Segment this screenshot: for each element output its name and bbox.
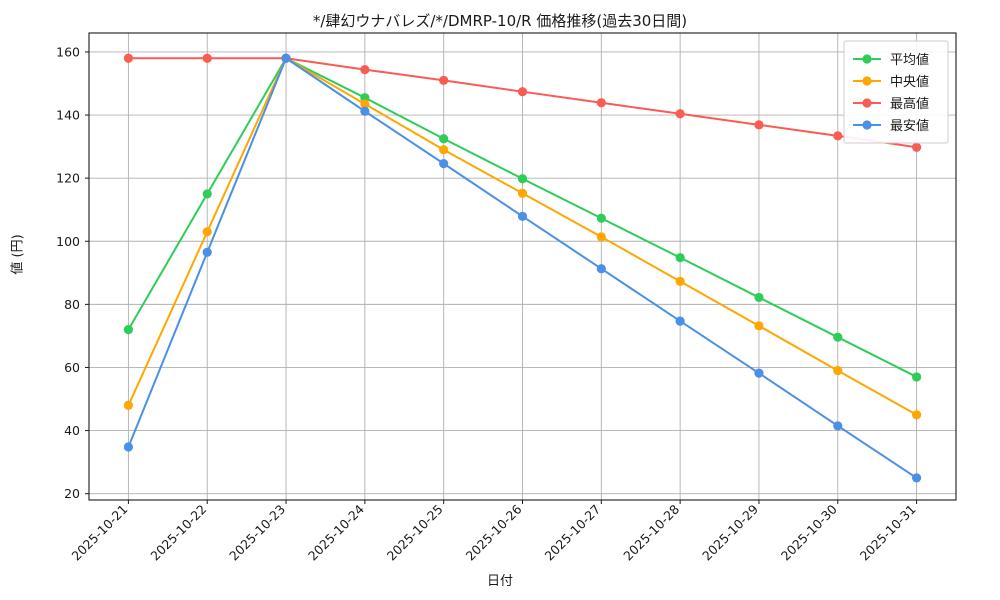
x-tick-label: 2025-10-25 <box>384 502 446 564</box>
legend-swatch-marker[interactable] <box>862 54 872 64</box>
x-tick-label: 2025-10-21 <box>69 502 131 564</box>
data-point-marker <box>675 253 685 263</box>
data-point-marker <box>596 264 606 274</box>
data-point-marker <box>911 410 922 420</box>
data-point-marker <box>754 292 764 303</box>
x-axis-label: 日付 <box>486 574 513 589</box>
legend-swatch-marker[interactable] <box>862 76 872 86</box>
x-tick-label: 2025-10-23 <box>226 502 288 564</box>
data-point-marker <box>517 211 528 221</box>
y-tick-label: 60 <box>64 360 80 375</box>
legend-label[interactable]: 中央値 <box>890 74 929 90</box>
legend-swatch-marker[interactable] <box>862 120 872 130</box>
data-point-marker <box>281 53 291 63</box>
data-point-marker <box>123 400 134 410</box>
data-point-marker <box>911 473 922 483</box>
x-tick-label: 2025-10-29 <box>699 501 761 563</box>
data-point-marker <box>202 53 212 63</box>
data-point-marker <box>439 75 449 85</box>
x-tick-label: 2025-10-24 <box>305 501 367 563</box>
data-point-marker <box>517 87 528 97</box>
data-point-marker <box>675 109 685 119</box>
data-point-marker <box>360 106 370 116</box>
data-point-marker <box>911 142 922 152</box>
data-point-marker <box>675 316 685 326</box>
data-point-marker <box>675 276 685 286</box>
data-point-marker <box>202 247 212 257</box>
data-point-marker <box>517 174 528 184</box>
data-point-marker <box>123 442 134 452</box>
data-point-marker <box>202 227 212 237</box>
data-point-marker <box>596 98 606 108</box>
y-tick-label: 120 <box>56 171 80 186</box>
data-point-marker <box>833 366 843 376</box>
data-point-marker <box>360 99 370 109</box>
data-point-marker <box>439 134 449 144</box>
y-tick-label: 80 <box>64 297 80 312</box>
data-point-marker <box>123 53 134 63</box>
data-point-marker <box>833 332 843 342</box>
x-tick-label: 2025-10-22 <box>147 502 209 564</box>
y-tick-label: 20 <box>64 486 80 501</box>
y-tick-label: 40 <box>64 423 80 438</box>
x-tick-label: 2025-10-26 <box>463 501 525 563</box>
legend-label[interactable]: 平均値 <box>890 52 929 68</box>
legend-label[interactable]: 最高値 <box>890 96 929 112</box>
data-point-marker <box>911 372 922 382</box>
data-point-marker <box>754 368 764 378</box>
y-tick-label: 100 <box>56 234 80 249</box>
data-point-marker <box>439 145 449 155</box>
data-point-marker <box>596 213 606 223</box>
data-point-marker <box>360 93 370 103</box>
data-point-marker <box>202 189 212 199</box>
legend-swatch-marker[interactable] <box>862 98 872 108</box>
x-tick-label: 2025-10-27 <box>541 502 603 564</box>
x-tick-label: 2025-10-30 <box>778 501 840 563</box>
grid-lines <box>89 33 956 500</box>
data-point-marker <box>517 188 528 198</box>
data-point-marker <box>754 321 764 331</box>
y-tick-label: 140 <box>56 108 80 123</box>
y-tick-label: 160 <box>56 44 80 59</box>
data-point-marker <box>833 421 843 431</box>
data-series <box>123 53 922 483</box>
x-tick-label: 2025-10-28 <box>620 501 682 563</box>
data-point-marker <box>833 131 843 141</box>
data-point-marker <box>360 65 370 75</box>
legend-label[interactable]: 最安値 <box>890 118 929 134</box>
data-point-marker <box>439 159 449 169</box>
chart-title: */肆幻ウナバレズ/*/DMRP-10/R 価格推移(過去30日間) <box>312 12 688 30</box>
legend-box <box>843 40 949 144</box>
data-point-marker <box>123 325 134 335</box>
data-point-marker <box>596 232 606 242</box>
data-point-marker <box>754 120 764 130</box>
x-tick-label: 2025-10-31 <box>857 502 919 564</box>
